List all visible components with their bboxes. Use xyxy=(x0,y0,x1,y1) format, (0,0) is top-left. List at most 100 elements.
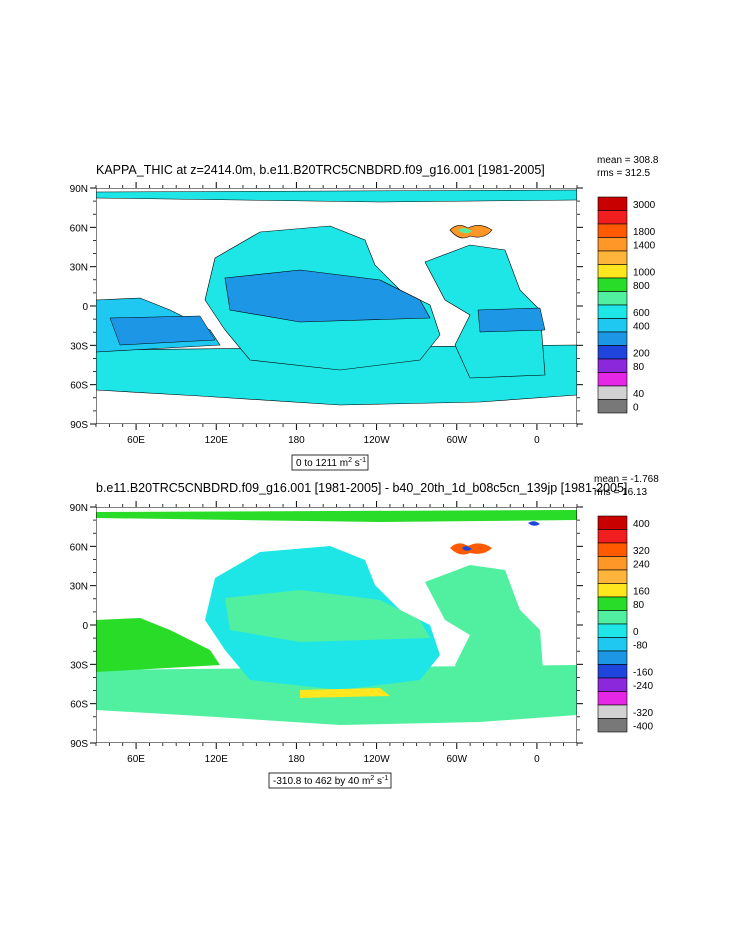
lat-tick-label: 90S xyxy=(70,420,88,431)
panel-2-ocean xyxy=(96,510,577,725)
lat-tick-label: 60N xyxy=(70,223,88,234)
colorbar-label: -160 xyxy=(633,667,653,678)
colorbar-swatch xyxy=(597,691,628,706)
colorbar-swatch xyxy=(597,623,628,638)
colorbar-label: 400 xyxy=(633,519,650,530)
panel-1-unit-sup-b: -1 xyxy=(360,457,366,464)
colorbar-swatch xyxy=(597,372,628,387)
colorbar-swatch xyxy=(597,583,628,598)
colorbar-label: 0 xyxy=(633,627,639,638)
svg-text:0 to 1211 m2 s-1: 0 to 1211 m2 s-1 xyxy=(296,457,366,469)
svg-text:-310.8 to 462 by 40 m2 s-1: -310.8 to 462 by 40 m2 s-1 xyxy=(273,775,388,787)
colorbar-label: -240 xyxy=(633,681,653,692)
panel-1-range-box: 0 to 1211 m2 s-1 xyxy=(291,454,369,471)
panel-2-unit-sup-b: -1 xyxy=(382,775,388,782)
colorbar-label: 1800 xyxy=(633,227,656,238)
colorbar-swatch xyxy=(597,223,628,238)
colorbar-label: 400 xyxy=(633,321,650,332)
colorbar-swatch xyxy=(597,596,628,611)
colorbar-swatch xyxy=(597,345,628,360)
lon-tick-label: 120E xyxy=(205,754,229,765)
panel-2-range-box: -310.8 to 462 by 40 m2 s-1 xyxy=(268,772,392,789)
panel-2-unit-mid: s xyxy=(374,776,382,787)
colorbar-label: 160 xyxy=(633,586,650,597)
panel-1-lon-axis: 60E 120E 180 120W 60W 0 xyxy=(95,182,578,446)
colorbar-swatch xyxy=(597,264,628,279)
lat-tick-label: 60S xyxy=(70,700,88,711)
colorbar-swatch xyxy=(597,664,628,679)
lat-tick-label: 30S xyxy=(70,660,88,671)
colorbar-swatch xyxy=(597,210,628,225)
colorbar-label: 80 xyxy=(633,362,645,373)
lat-tick-label: 60N xyxy=(70,542,88,553)
colorbar-swatch xyxy=(597,304,628,319)
colorbar-swatch xyxy=(597,704,628,719)
colorbar-swatch xyxy=(597,237,628,252)
colorbar-label: 320 xyxy=(633,546,650,557)
colorbar-swatch xyxy=(597,718,628,733)
lat-tick-label: 90N xyxy=(70,184,88,195)
panel-2: b.e11.B20TRC5CNBDRD.f09_g16.001 [1981-20… xyxy=(70,474,659,789)
panel-1-ocean xyxy=(96,189,577,406)
colorbar-swatch xyxy=(597,515,628,530)
lon-tick-label: 60W xyxy=(446,754,467,765)
panel-1: KAPPA_THIC at z=2414.0m, b.e11.B20TRC5CN… xyxy=(70,155,659,471)
panel-2-mean: mean = -1.768 xyxy=(594,474,659,485)
lat-tick-label: 0 xyxy=(82,621,88,632)
lon-tick-label: 120W xyxy=(364,435,391,446)
colorbar-swatch xyxy=(597,610,628,625)
lon-tick-label: 180 xyxy=(288,754,305,765)
colorbar-swatch xyxy=(597,542,628,557)
colorbar-label: 40 xyxy=(633,389,645,400)
colorbar-swatch xyxy=(597,529,628,544)
panel-1-unit-sup-a: 2 xyxy=(348,457,352,464)
colorbar-swatch xyxy=(597,677,628,692)
colorbar-swatch xyxy=(597,385,628,400)
panel-1-map xyxy=(96,188,577,424)
lat-tick-label: 90N xyxy=(70,503,88,514)
panel-1-title: KAPPA_THIC at z=2414.0m, b.e11.B20TRC5CN… xyxy=(96,163,545,177)
colorbar-swatch xyxy=(597,318,628,333)
panel-2-lat-axis: 90N 60N 30N 0 30S 60S 90S xyxy=(70,503,583,750)
panel-2-map xyxy=(96,507,577,743)
colorbar-label: 80 xyxy=(633,600,645,611)
lat-tick-label: 30N xyxy=(70,263,88,274)
panel-1-rms: rms = 312.5 xyxy=(597,168,651,179)
lon-tick-label: 60W xyxy=(446,435,467,446)
lat-tick-label: 30S xyxy=(70,341,88,352)
lat-tick-label: 90S xyxy=(70,739,88,750)
colorbar-swatch xyxy=(597,637,628,652)
colorbar-label: 600 xyxy=(633,308,650,319)
colorbar-swatch xyxy=(597,399,628,414)
panel-2-colorbar: 400 320 240 160 80 0 -80 -160 -240 -320 -400 xyxy=(597,515,653,733)
colorbar-swatch xyxy=(597,291,628,306)
colorbar-swatch xyxy=(597,331,628,346)
lon-tick-label: 180 xyxy=(288,435,305,446)
panel-1-unit-mid: s xyxy=(352,458,360,469)
lon-tick-label: 0 xyxy=(534,754,540,765)
colorbar-label: 3000 xyxy=(633,200,656,211)
panel-1-lat-axis: 90N 60N 30N 0 30S 60S 90S xyxy=(70,184,583,431)
colorbar-swatch xyxy=(597,569,628,584)
lon-tick-label: 120E xyxy=(205,435,229,446)
colorbar-swatch xyxy=(597,358,628,373)
colorbar-label: 1400 xyxy=(633,240,656,251)
colorbar-label: -80 xyxy=(633,640,648,651)
lon-tick-label: 60E xyxy=(127,435,145,446)
colorbar-label: 240 xyxy=(633,559,650,570)
colorbar-label: 800 xyxy=(633,281,650,292)
lat-tick-label: 30N xyxy=(70,582,88,593)
lat-tick-label: 0 xyxy=(82,302,88,313)
lon-tick-label: 60E xyxy=(127,754,145,765)
colorbar-swatch xyxy=(597,250,628,265)
colorbar-swatch xyxy=(597,196,628,211)
colorbar-label: 0 xyxy=(633,402,639,413)
lat-tick-label: 60S xyxy=(70,381,88,392)
colorbar-swatch xyxy=(597,277,628,292)
panel-1-range-text: 0 to 1211 m xyxy=(296,458,348,469)
panel-2-rms: rms = 16.13 xyxy=(594,487,648,498)
colorbar-swatch xyxy=(597,650,628,665)
panel-1-mean: mean = 308.8 xyxy=(597,155,659,166)
